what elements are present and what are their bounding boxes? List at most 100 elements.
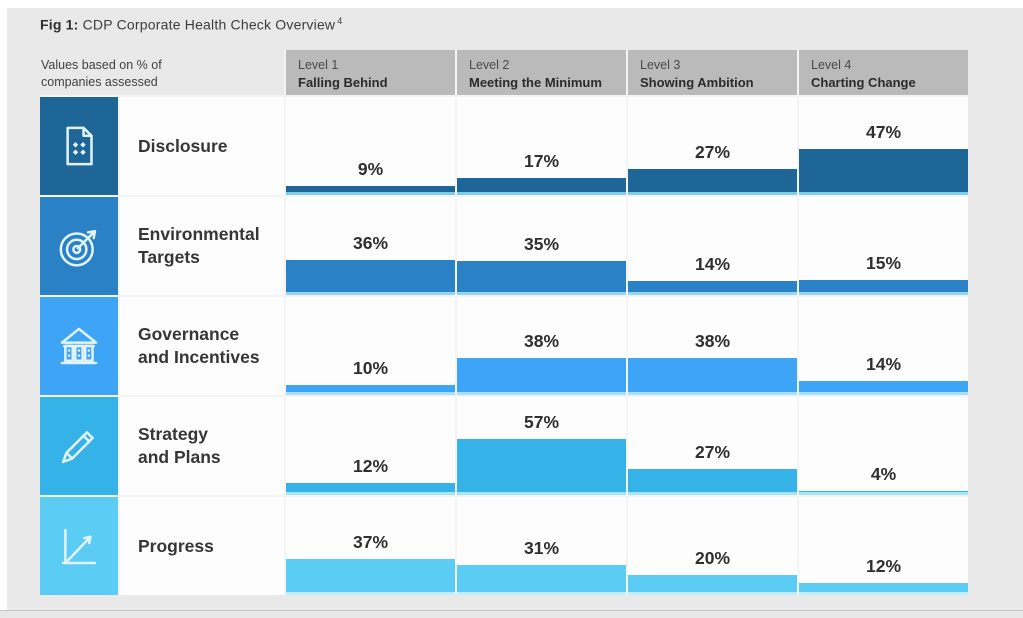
- corner-note-line: companies assessed: [41, 75, 158, 89]
- bar: [457, 439, 626, 492]
- value-cell: 4%: [799, 397, 968, 495]
- bar: [628, 357, 797, 392]
- bar: [799, 148, 968, 192]
- line-chart-icon: [61, 528, 97, 565]
- bar-baseline: [628, 392, 797, 395]
- column-header-level-2: Level 2 Meeting the Minimum: [457, 50, 626, 95]
- bar-baseline: [457, 392, 626, 395]
- footnote-marker: 4: [337, 16, 343, 26]
- value-cell: 12%: [286, 397, 455, 495]
- value-cell: 27%: [628, 397, 797, 495]
- value-cell: 14%: [628, 197, 797, 295]
- row-label-line: and Incentives: [138, 347, 260, 367]
- figure-title: Fig 1: CDP Corporate Health Check Overvi…: [40, 16, 342, 33]
- column-name: Falling Behind: [298, 75, 388, 90]
- value-cell: 14%: [799, 297, 968, 395]
- bar-baseline: [799, 492, 968, 495]
- column-name: Meeting the Minimum: [469, 75, 602, 90]
- bar: [286, 558, 455, 592]
- value-cell: 35%: [457, 197, 626, 295]
- value-cell: 10%: [286, 297, 455, 395]
- bar-baseline: [799, 192, 968, 195]
- percent-label: 27%: [694, 441, 731, 462]
- row-icon-cell: [40, 297, 118, 395]
- bar-baseline: [457, 492, 626, 495]
- bar: [628, 281, 797, 292]
- bar: [799, 583, 968, 592]
- row-label-line: Environmental: [138, 224, 260, 245]
- percent-label: 14%: [694, 254, 731, 275]
- bar-baseline: [286, 292, 455, 295]
- value-cell: 38%: [457, 297, 626, 395]
- table-corner-note: Values based on % of companies assessed: [40, 50, 284, 95]
- bank-icon: [60, 327, 98, 365]
- percent-label: 9%: [357, 159, 384, 180]
- column-name: Showing Ambition: [640, 75, 754, 90]
- row-label-line: Governance: [138, 324, 240, 345]
- value-cell: 17%: [457, 97, 626, 195]
- bar: [286, 186, 455, 192]
- row-icon-cell: [40, 397, 118, 495]
- value-cell: 57%: [457, 397, 626, 495]
- percent-label: 12%: [352, 456, 389, 477]
- bar: [457, 260, 626, 292]
- bar-baseline: [799, 392, 968, 395]
- row-icon-cell: [40, 497, 118, 595]
- row-label: Governance and Incentives: [120, 297, 284, 395]
- health-check-table: Values based on % of companies assessed …: [40, 50, 968, 595]
- value-cell: 15%: [799, 197, 968, 295]
- bar-baseline: [286, 592, 455, 595]
- bar-baseline: [457, 292, 626, 295]
- bar: [628, 168, 797, 192]
- bar-baseline: [457, 192, 626, 195]
- figure-label: Fig 1:: [40, 16, 79, 33]
- column-header-level-3: Level 3 Showing Ambition: [628, 50, 797, 95]
- row-icon-cell: [40, 97, 118, 195]
- percent-label: 57%: [523, 412, 560, 433]
- percent-label: 35%: [523, 233, 560, 254]
- row-label: Environmental Targets: [120, 197, 284, 295]
- value-cell: 12%: [799, 497, 968, 595]
- row-label-line: Targets: [138, 247, 200, 267]
- bar-baseline: [628, 592, 797, 595]
- bar: [628, 468, 797, 492]
- value-cell: 38%: [628, 297, 797, 395]
- column-level: Level 4: [811, 58, 852, 72]
- percent-label: 15%: [865, 253, 902, 274]
- bar: [286, 259, 455, 292]
- bar: [286, 483, 455, 492]
- percent-label: 17%: [523, 151, 560, 172]
- percent-label: 27%: [694, 141, 731, 162]
- percent-label: 37%: [352, 531, 389, 552]
- row-label-line: Progress: [138, 535, 214, 556]
- row-label: Progress: [120, 497, 284, 595]
- percent-label: 14%: [865, 354, 902, 375]
- bar: [799, 381, 968, 392]
- bar-baseline: [628, 192, 797, 195]
- value-cell: 37%: [286, 497, 455, 595]
- bar: [799, 491, 968, 492]
- value-cell: 31%: [457, 497, 626, 595]
- row-label: Strategy and Plans: [120, 397, 284, 495]
- column-level: Level 3: [640, 58, 681, 72]
- bar: [457, 178, 626, 192]
- row-icon-cell: [40, 197, 118, 295]
- bar-baseline: [799, 292, 968, 295]
- bar: [628, 575, 797, 592]
- value-cell: 9%: [286, 97, 455, 195]
- percent-label: 20%: [694, 548, 731, 569]
- target-icon: [59, 229, 97, 267]
- column-header-level-4: Level 4 Charting Change: [799, 50, 968, 95]
- percent-label: 10%: [352, 358, 389, 379]
- bar-baseline: [286, 492, 455, 495]
- bar-baseline: [286, 192, 455, 195]
- bar: [457, 564, 626, 592]
- bar: [286, 385, 455, 392]
- percent-label: 4%: [870, 464, 897, 485]
- row-label-line: Disclosure: [138, 135, 228, 156]
- row-label: Disclosure: [120, 97, 284, 195]
- value-cell: 47%: [799, 97, 968, 195]
- document-icon: [66, 126, 93, 166]
- column-level: Level 2: [469, 58, 510, 72]
- bar-baseline: [799, 592, 968, 595]
